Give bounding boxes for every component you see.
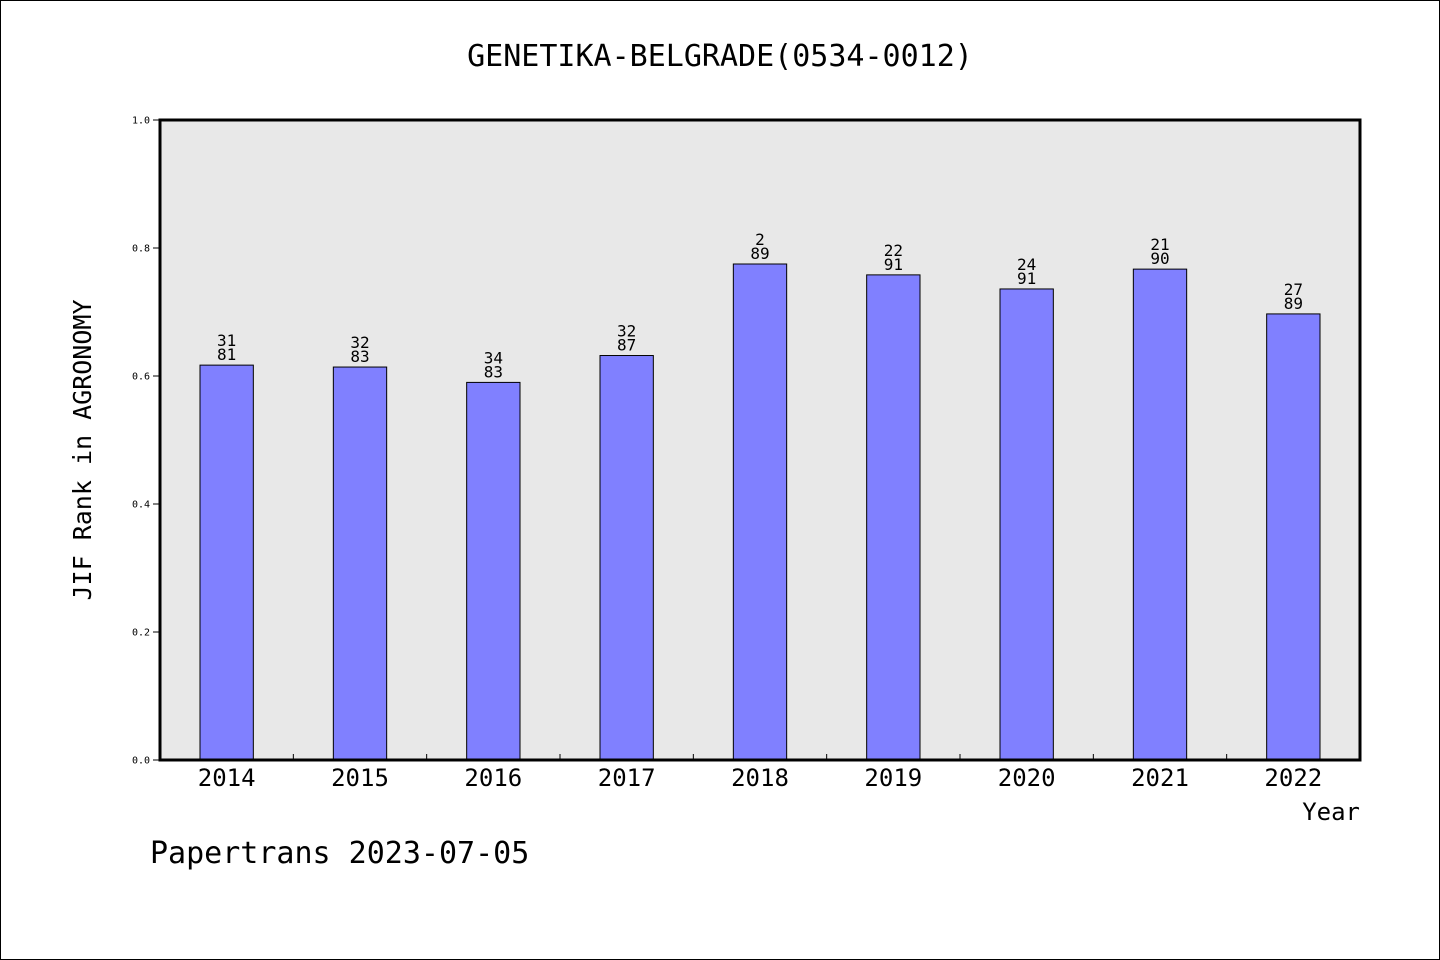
data-label-total-2021: 90 bbox=[1150, 249, 1169, 268]
bar-2019 bbox=[866, 274, 921, 761]
data-label-total-2020: 91 bbox=[1017, 269, 1036, 288]
bar-2016 bbox=[466, 381, 521, 761]
bar-2022 bbox=[1266, 313, 1321, 761]
data-label-rank-2018: 2 bbox=[755, 230, 765, 249]
y-tick-label-0.8: 0.8 bbox=[132, 244, 150, 255]
y-tick-label-0.0: 0.0 bbox=[132, 756, 150, 767]
bar-2017 bbox=[599, 355, 654, 761]
data-label-total-2016: 83 bbox=[484, 362, 503, 381]
data-label-total-2015: 83 bbox=[350, 347, 369, 366]
data-label-rank-2022: 27 bbox=[1284, 280, 1303, 299]
bar-2015 bbox=[332, 366, 388, 761]
chart-title: GENETIKA-BELGRADE(0534-0012) bbox=[467, 39, 973, 74]
x-tick-label-2018: 2018 bbox=[731, 764, 789, 792]
data-label-rank-2021: 21 bbox=[1150, 235, 1169, 254]
x-tick-label-2017: 2017 bbox=[598, 764, 656, 792]
data-label-rank-2017: 32 bbox=[617, 322, 636, 341]
data-label-total-2014: 81 bbox=[217, 345, 236, 364]
x-tick-label-2022: 2022 bbox=[1264, 764, 1322, 792]
bar-2021 bbox=[1132, 268, 1188, 761]
y-tick-label-0.6: 0.6 bbox=[132, 372, 150, 383]
bar-2014 bbox=[199, 364, 254, 761]
bar-2020 bbox=[999, 288, 1054, 761]
y-tick-label-0.4: 0.4 bbox=[132, 500, 150, 511]
data-label-rank-2019: 22 bbox=[884, 241, 903, 260]
x-tick-label-2020: 2020 bbox=[998, 764, 1056, 792]
y-tick-label-1.0: 1.0 bbox=[132, 116, 150, 127]
x-tick-label-2019: 2019 bbox=[864, 764, 922, 792]
data-label-rank-2016: 34 bbox=[484, 348, 503, 367]
footer-credit: Papertrans 2023-07-05 bbox=[150, 836, 529, 871]
data-label-total-2018: 89 bbox=[750, 244, 769, 263]
x-tick-label-2021: 2021 bbox=[1131, 764, 1189, 792]
x-tick-label-2015: 2015 bbox=[331, 764, 389, 792]
data-label-total-2019: 91 bbox=[884, 255, 903, 274]
data-label-rank-2020: 24 bbox=[1017, 255, 1036, 274]
x-tick-label-2014: 2014 bbox=[198, 764, 256, 792]
x-axis-label: Year bbox=[1302, 798, 1360, 826]
data-label-total-2017: 87 bbox=[617, 336, 636, 355]
y-tick-label-0.2: 0.2 bbox=[132, 628, 150, 639]
x-tick-label-2016: 2016 bbox=[464, 764, 522, 792]
y-axis-label: JIF Rank in AGRONOMY bbox=[68, 299, 97, 600]
data-label-rank-2014: 31 bbox=[217, 331, 236, 350]
data-label-rank-2015: 32 bbox=[350, 333, 369, 352]
plot-border bbox=[158, 118, 1362, 762]
data-label-total-2022: 89 bbox=[1284, 294, 1303, 313]
bar-2018 bbox=[732, 263, 788, 761]
